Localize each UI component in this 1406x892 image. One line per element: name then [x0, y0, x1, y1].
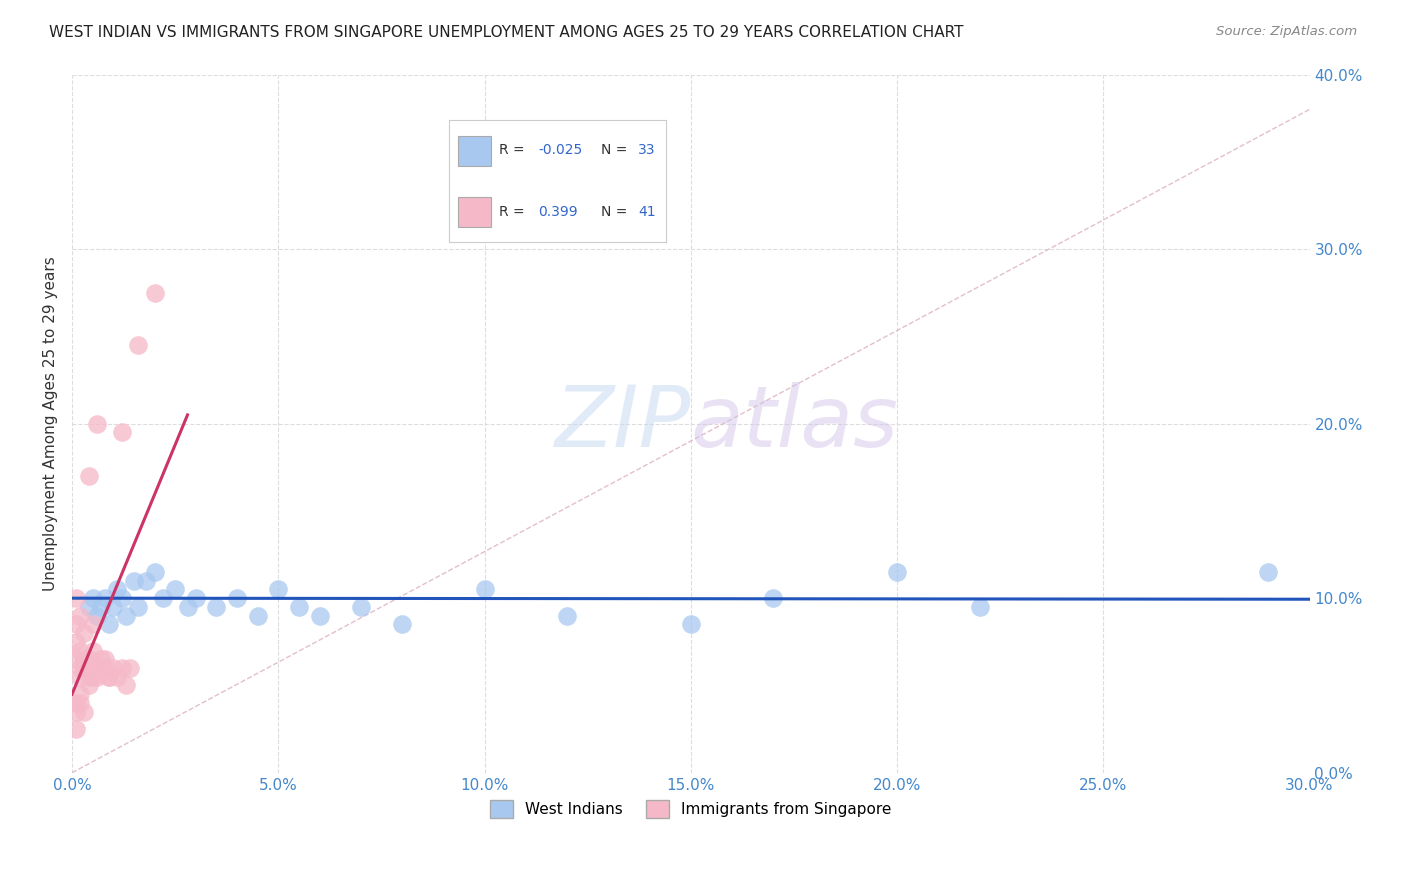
- Point: [114, 678, 136, 692]
- Point: [86, 417, 108, 431]
- Point: [886, 565, 908, 579]
- Point: [65, 722, 87, 736]
- Point: [555, 608, 578, 623]
- Point: [103, 661, 125, 675]
- Point: [308, 608, 330, 623]
- Point: [152, 591, 174, 606]
- Point: [77, 599, 100, 614]
- Text: atlas: atlas: [690, 382, 898, 465]
- Point: [762, 591, 785, 606]
- Point: [69, 687, 91, 701]
- Point: [103, 599, 125, 614]
- Point: [165, 582, 187, 597]
- Point: [122, 574, 145, 588]
- Point: [105, 670, 128, 684]
- Point: [65, 652, 87, 666]
- Point: [98, 670, 121, 684]
- Point: [135, 574, 157, 588]
- Point: [82, 591, 104, 606]
- Point: [98, 617, 121, 632]
- Point: [73, 705, 96, 719]
- Legend: West Indians, Immigrants from Singapore: West Indians, Immigrants from Singapore: [484, 794, 897, 824]
- Point: [65, 705, 87, 719]
- Point: [267, 582, 290, 597]
- Point: [82, 670, 104, 684]
- Point: [65, 617, 87, 632]
- Point: [86, 670, 108, 684]
- Point: [86, 608, 108, 623]
- Y-axis label: Unemployment Among Ages 25 to 29 years: Unemployment Among Ages 25 to 29 years: [44, 256, 58, 591]
- Point: [205, 599, 228, 614]
- Point: [77, 670, 100, 684]
- Text: Source: ZipAtlas.com: Source: ZipAtlas.com: [1216, 25, 1357, 38]
- Point: [679, 617, 702, 632]
- Point: [90, 652, 112, 666]
- Point: [143, 565, 166, 579]
- Point: [105, 582, 128, 597]
- Point: [1257, 565, 1279, 579]
- Point: [69, 696, 91, 710]
- Point: [110, 661, 132, 675]
- Point: [350, 599, 373, 614]
- Point: [65, 635, 87, 649]
- Point: [226, 591, 249, 606]
- Point: [94, 652, 117, 666]
- Point: [77, 678, 100, 692]
- Point: [77, 469, 100, 483]
- Point: [65, 591, 87, 606]
- Point: [184, 591, 207, 606]
- Point: [69, 643, 91, 657]
- Point: [82, 643, 104, 657]
- Point: [288, 599, 311, 614]
- Point: [73, 661, 96, 675]
- Point: [77, 652, 100, 666]
- Point: [127, 338, 149, 352]
- Point: [82, 617, 104, 632]
- Point: [69, 661, 91, 675]
- Point: [969, 599, 991, 614]
- Point: [90, 599, 112, 614]
- Text: ZIP: ZIP: [554, 382, 690, 465]
- Point: [94, 591, 117, 606]
- Point: [474, 582, 496, 597]
- Point: [114, 608, 136, 623]
- Point: [69, 670, 91, 684]
- Point: [110, 591, 132, 606]
- Point: [391, 617, 413, 632]
- Point: [73, 652, 96, 666]
- Point: [246, 608, 269, 623]
- Point: [118, 661, 141, 675]
- Point: [94, 661, 117, 675]
- Point: [73, 626, 96, 640]
- Point: [176, 599, 198, 614]
- Text: WEST INDIAN VS IMMIGRANTS FROM SINGAPORE UNEMPLOYMENT AMONG AGES 25 TO 29 YEARS : WEST INDIAN VS IMMIGRANTS FROM SINGAPORE…: [49, 25, 963, 40]
- Point: [90, 661, 112, 675]
- Point: [69, 608, 91, 623]
- Point: [65, 696, 87, 710]
- Point: [110, 425, 132, 440]
- Point: [127, 599, 149, 614]
- Point: [143, 285, 166, 300]
- Point: [98, 670, 121, 684]
- Point: [86, 661, 108, 675]
